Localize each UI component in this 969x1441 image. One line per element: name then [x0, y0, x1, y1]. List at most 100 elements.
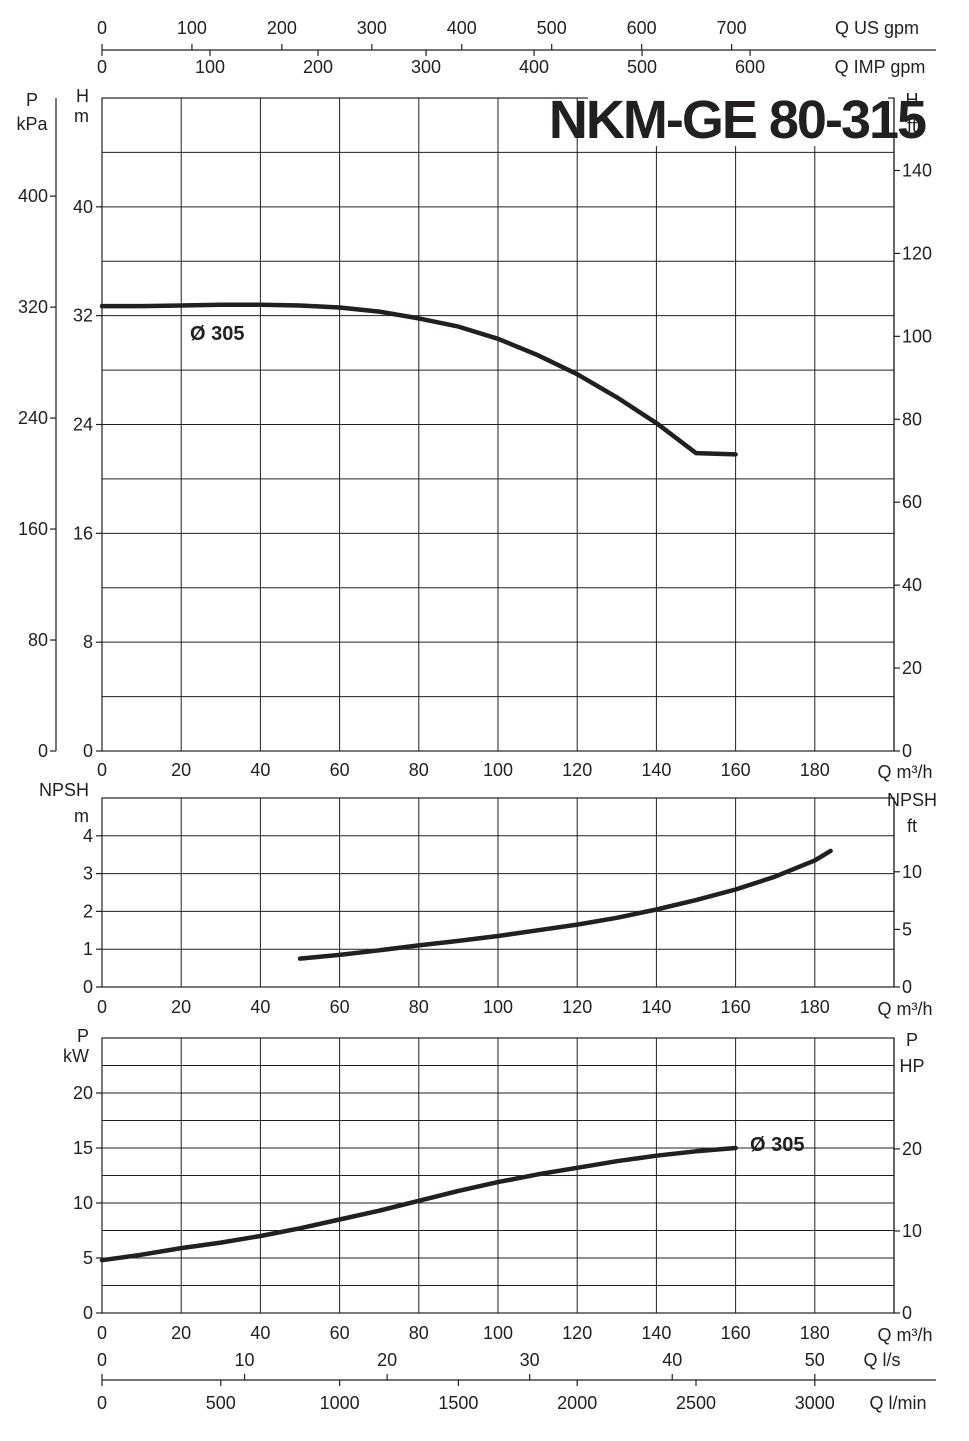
head-x-axis-label: Q m³/h: [877, 762, 932, 782]
lmin-tick-label: 500: [206, 1393, 236, 1413]
head-xtick-label: 20: [171, 760, 191, 780]
npsh-ytick-label: 3: [83, 864, 93, 884]
head-y-axis-unit: m: [74, 106, 89, 126]
kpa-tick-label: 400: [18, 186, 48, 206]
grid-layer: [102, 98, 894, 1313]
power-xtick-label: 80: [409, 1323, 429, 1343]
head-right-tick-label: 40: [902, 575, 922, 595]
lmin-tick-label: 2500: [676, 1393, 716, 1413]
head-xtick-label: 80: [409, 760, 429, 780]
head-xtick-label: 140: [641, 760, 671, 780]
power-ytick-label: 15: [73, 1138, 93, 1158]
kpa-tick-label: 240: [18, 408, 48, 428]
imp-gpm-tick-label: 200: [303, 57, 333, 77]
npsh-xtick-label: 20: [171, 997, 191, 1017]
kpa-axis-name: P: [26, 90, 38, 110]
power-right-tick-label: 20: [902, 1139, 922, 1159]
head-ytick-label: 0: [83, 741, 93, 761]
npsh-ytick-label: 1: [83, 939, 93, 959]
kpa-tick-label: 160: [18, 519, 48, 539]
head-ytick-label: 40: [73, 197, 93, 217]
lmin-tick-label: 1000: [320, 1393, 360, 1413]
power-xtick-label: 160: [721, 1323, 751, 1343]
power-right-axis-unit: HP: [899, 1056, 924, 1076]
kpa-tick-label: 0: [38, 741, 48, 761]
axes-layer: [50, 44, 936, 1386]
lmin-tick-label: 3000: [795, 1393, 835, 1413]
ls-tick-label: 0: [97, 1350, 107, 1370]
power-right-tick-label: 10: [902, 1221, 922, 1241]
head-xtick-label: 100: [483, 760, 513, 780]
head-xtick-label: 40: [250, 760, 270, 780]
npsh-right-tick-label: 5: [902, 919, 912, 939]
lmin-tick-label: 1500: [438, 1393, 478, 1413]
power-xtick-label: 100: [483, 1323, 513, 1343]
npsh-xtick-label: 60: [330, 997, 350, 1017]
power-xtick-label: 140: [641, 1323, 671, 1343]
lmin-tick-label: 0: [97, 1393, 107, 1413]
npsh-xtick-label: 0: [97, 997, 107, 1017]
power-curve: [99, 1145, 738, 1263]
head-curve: [99, 302, 738, 457]
head-xtick-label: 120: [562, 760, 592, 780]
head-xtick-label: 0: [97, 760, 107, 780]
npsh-x-axis-label: Q m³/h: [877, 999, 932, 1019]
curves-layer: [99, 302, 833, 1263]
imp-gpm-axis-label: Q IMP gpm: [835, 57, 926, 77]
head-ytick-label: 24: [73, 415, 93, 435]
us-gpm-tick-label: 100: [177, 18, 207, 38]
imp-gpm-tick-label: 400: [519, 57, 549, 77]
head-right-tick-label: 140: [902, 160, 932, 180]
power-xtick-label: 20: [171, 1323, 191, 1343]
npsh-right-tick-label: 0: [902, 977, 912, 997]
power-xtick-label: 120: [562, 1323, 592, 1343]
npsh-right-axis-name: NPSH: [887, 790, 937, 810]
npsh-xtick-label: 100: [483, 997, 513, 1017]
npsh-xtick-label: 80: [409, 997, 429, 1017]
npsh-xtick-label: 180: [800, 997, 830, 1017]
npsh-right-axis-unit: ft: [907, 816, 917, 836]
head-series-label: Ø 305: [190, 323, 244, 345]
power-series-label: Ø 305: [750, 1134, 804, 1156]
head-right-axis-name: H: [906, 90, 919, 110]
npsh-xtick-label: 160: [721, 997, 751, 1017]
imp-gpm-tick-label: 100: [195, 57, 225, 77]
ls-tick-label: 40: [662, 1350, 682, 1370]
imp-gpm-tick-label: 500: [627, 57, 657, 77]
power-ytick-label: 20: [73, 1083, 93, 1103]
ls-tick-label: 20: [377, 1350, 397, 1370]
head-ytick-label: 16: [73, 523, 93, 543]
power-y-axis-name: P: [77, 1026, 89, 1046]
head-right-tick-label: 80: [902, 409, 922, 429]
us-gpm-tick-label: 300: [357, 18, 387, 38]
us-gpm-tick-label: 0: [97, 18, 107, 38]
npsh-xtick-label: 120: [562, 997, 592, 1017]
lmin-axis-label: Q l/min: [869, 1393, 926, 1413]
npsh-ytick-label: 4: [83, 826, 93, 846]
head-right-tick-label: 60: [902, 492, 922, 512]
npsh-y-axis-unit: m: [74, 806, 89, 826]
npsh-ytick-label: 2: [83, 901, 93, 921]
kpa-tick-label: 80: [28, 630, 48, 650]
ls-tick-label: 50: [805, 1350, 825, 1370]
us-gpm-tick-label: 600: [627, 18, 657, 38]
us-gpm-axis-label: Q US gpm: [835, 18, 919, 38]
us-gpm-tick-label: 200: [267, 18, 297, 38]
head-right-tick-label: 100: [902, 326, 932, 346]
head-xtick-label: 60: [330, 760, 350, 780]
kpa-axis-unit: kPa: [16, 114, 48, 134]
power-y-axis-unit: kW: [63, 1046, 89, 1066]
power-xtick-label: 180: [800, 1323, 830, 1343]
head-right-tick-label: 120: [902, 243, 932, 263]
imp-gpm-tick-label: 300: [411, 57, 441, 77]
kpa-tick-label: 320: [18, 297, 48, 317]
power-xtick-label: 0: [97, 1323, 107, 1343]
ls-axis-label: Q l/s: [863, 1350, 900, 1370]
npsh-right-tick-label: 10: [902, 862, 922, 882]
head-right-tick-label: 20: [902, 658, 922, 678]
power-xtick-label: 60: [330, 1323, 350, 1343]
npsh-curve: [297, 848, 833, 961]
power-xtick-label: 40: [250, 1323, 270, 1343]
